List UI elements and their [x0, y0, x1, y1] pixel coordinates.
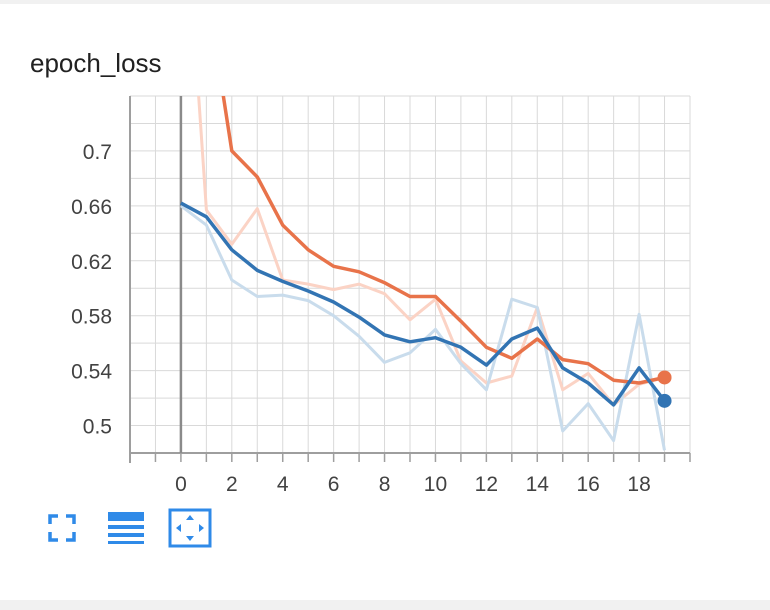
blue-raw-line [179, 204, 666, 451]
y-tick-label: 0.5 [83, 416, 112, 439]
chart-title: epoch_loss [30, 48, 162, 78]
y-tick-label: 0.54 [71, 361, 112, 384]
blue-smoothed-line [180, 201, 666, 407]
toggle-y-log-button[interactable] [106, 510, 146, 546]
fit-domain-button[interactable] [168, 508, 212, 548]
x-tick-label: 16 [577, 473, 600, 496]
y-tick-label: 0.7 [83, 141, 112, 164]
series-endpoints [657, 370, 672, 408]
fullscreen-button[interactable] [44, 510, 80, 546]
x-tick-label: 12 [475, 473, 498, 496]
x-tick-label: 8 [379, 473, 391, 496]
y-tick-label: 0.66 [71, 196, 112, 219]
grid [130, 95, 691, 453]
blue-end-dot [657, 393, 672, 408]
series-lines [179, 96, 666, 451]
orange-smoothed-line [221, 96, 665, 385]
orange-raw-line [197, 96, 665, 407]
x-tick-label: 6 [328, 473, 340, 496]
orange-end-dot [657, 370, 672, 385]
axes [129, 96, 691, 463]
x-tick-label: 10 [424, 473, 447, 496]
toggle-y-log-icon [108, 512, 144, 544]
x-tick-label: 4 [277, 473, 289, 496]
fit-domain-icon [168, 508, 212, 548]
x-tick-label: 0 [175, 473, 187, 496]
y-tick-label: 0.62 [71, 251, 112, 274]
y-tick-label: 0.58 [71, 306, 112, 329]
x-tick-label: 18 [627, 473, 650, 496]
x-tick-label: 14 [526, 473, 550, 496]
tick-labels: 0.7 0.66 0.62 0.58 0.54 0.5 0 2 4 6 8 10 12 14 16 18 [71, 141, 651, 496]
fullscreen-icon [48, 514, 76, 542]
x-tick-label: 2 [226, 473, 238, 496]
